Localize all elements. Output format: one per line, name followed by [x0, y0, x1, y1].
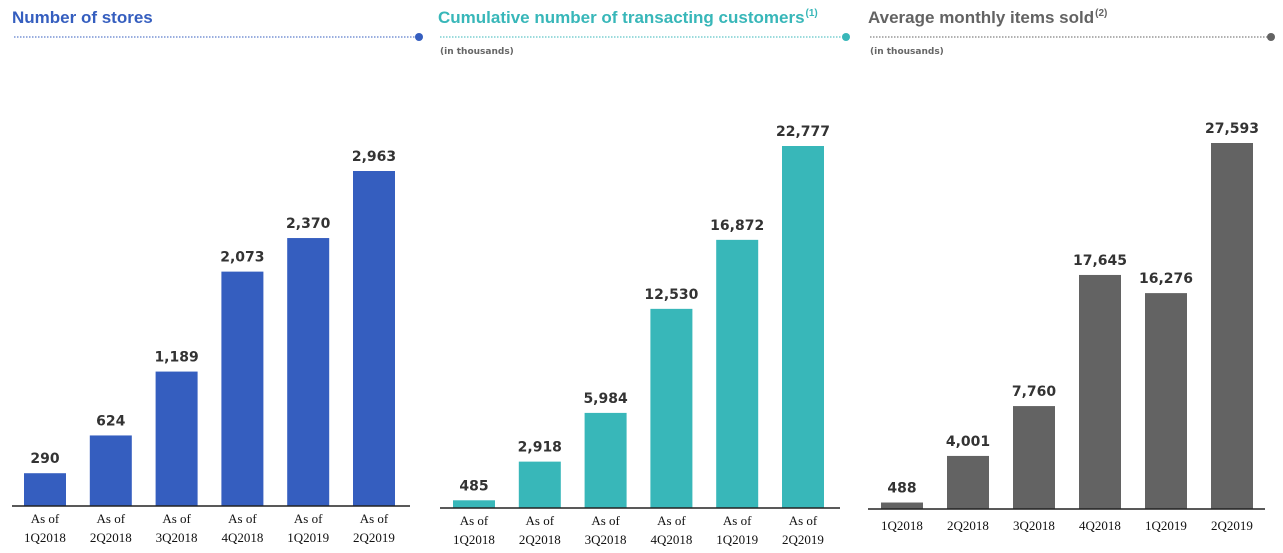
x-tick-label: As of	[657, 513, 686, 528]
bar	[353, 171, 395, 506]
bar	[650, 308, 693, 508]
data-label: 17,645	[1073, 253, 1127, 269]
bar	[155, 371, 198, 506]
x-tick-label: As of	[591, 513, 620, 528]
x-tick-label: As of	[162, 511, 191, 526]
divider-dot-icon	[415, 33, 423, 41]
data-label: 16,872	[710, 218, 764, 234]
bar	[881, 502, 923, 509]
data-label: 624	[96, 413, 125, 429]
x-tick-label: 1Q2018	[453, 532, 495, 547]
data-label: 2,073	[220, 250, 264, 266]
bar	[1211, 143, 1253, 509]
chart-subtitle: (in thousands)	[870, 47, 944, 57]
x-tick-label: As of	[723, 513, 752, 528]
data-label: 16,276	[1139, 271, 1193, 287]
bar	[1145, 293, 1187, 509]
bar	[782, 146, 824, 508]
data-label: 2,370	[286, 216, 331, 232]
x-tick-label: As of	[460, 513, 489, 528]
x-tick-label: As of	[294, 511, 323, 526]
chart-title: Number of stores	[12, 8, 153, 27]
x-tick-label: 2Q2018	[90, 530, 132, 545]
footnote-marker: (1)	[806, 8, 818, 19]
bar	[1079, 274, 1121, 509]
bar	[518, 461, 561, 508]
x-tick-label: 4Q2018	[221, 530, 263, 545]
data-label: 5,984	[583, 391, 628, 407]
x-tick-label: As of	[228, 511, 257, 526]
x-tick-label: 1Q2019	[1145, 518, 1187, 533]
data-label: 27,593	[1205, 121, 1259, 137]
footnote-marker: (2)	[1095, 8, 1107, 19]
divider-dot-icon	[1267, 33, 1275, 41]
x-tick-label: 2Q2018	[519, 532, 561, 547]
x-tick-label: 2Q2019	[782, 532, 824, 547]
bar	[24, 473, 66, 506]
data-label: 488	[887, 481, 916, 497]
x-tick-label: As of	[31, 511, 60, 526]
bar	[716, 239, 759, 509]
bar	[584, 412, 627, 508]
x-tick-label: 1Q2018	[24, 530, 66, 545]
chart-title: Average monthly items sold	[868, 8, 1094, 27]
data-label: 485	[459, 478, 488, 494]
chart-subtitle: (in thousands)	[440, 47, 514, 57]
x-tick-label: 1Q2018	[881, 518, 923, 533]
bar	[453, 500, 495, 508]
data-label: 290	[30, 451, 59, 467]
x-tick-label: 3Q2018	[585, 532, 627, 547]
bar	[89, 435, 132, 506]
data-label: 1,189	[154, 350, 198, 366]
x-tick-label: 1Q2019	[287, 530, 329, 545]
x-tick-label: 1Q2019	[716, 532, 758, 547]
x-tick-label: 2Q2018	[947, 518, 989, 533]
x-tick-label: As of	[360, 511, 389, 526]
data-label: 22,777	[776, 124, 830, 140]
x-tick-label: 2Q2019	[353, 530, 395, 545]
bar	[287, 238, 330, 506]
x-tick-label: 2Q2019	[1211, 518, 1253, 533]
data-label: 12,530	[644, 287, 698, 303]
x-tick-label: As of	[526, 513, 555, 528]
chart-title: Cumulative number of transacting custome…	[438, 8, 805, 27]
data-label: 2,963	[352, 149, 396, 165]
x-tick-label: As of	[97, 511, 126, 526]
x-tick-label: 3Q2018	[156, 530, 198, 545]
divider-dot-icon	[842, 33, 850, 41]
bar	[947, 455, 989, 509]
x-tick-label: 4Q2018	[650, 532, 692, 547]
x-tick-label: 4Q2018	[1079, 518, 1121, 533]
data-label: 4,001	[946, 434, 990, 450]
data-label: 2,918	[518, 440, 562, 456]
x-tick-label: 3Q2018	[1013, 518, 1055, 533]
bar	[221, 271, 264, 506]
data-label: 7,760	[1012, 384, 1057, 400]
x-tick-label: As of	[789, 513, 818, 528]
bar	[1013, 406, 1055, 509]
